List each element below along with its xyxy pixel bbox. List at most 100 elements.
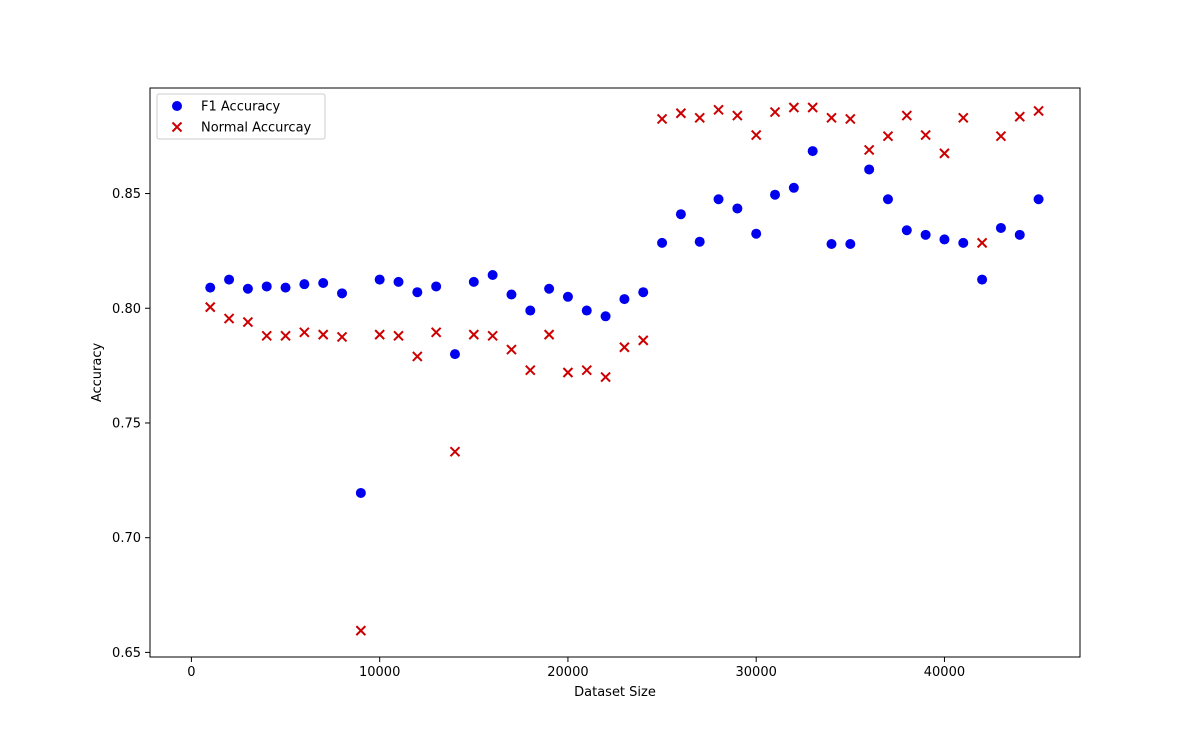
x-tick-label: 30000: [736, 665, 777, 680]
f1-accuracy-point: [958, 237, 969, 248]
normal-accuracy-point: [882, 130, 894, 142]
data-marks: [205, 102, 1044, 636]
f1-accuracy-point: [920, 229, 931, 240]
f1-accuracy-point: [770, 189, 781, 200]
f1-accuracy-point: [224, 274, 235, 285]
f1-accuracy-point: [506, 289, 517, 300]
normal-accuracy-point: [205, 301, 216, 313]
normal-accuracy-point: [336, 331, 348, 343]
f1-accuracy-point: [449, 349, 460, 360]
f1-accuracy-point: [355, 487, 366, 498]
f1-accuracy-point: [431, 281, 442, 292]
normal-accuracy-point: [845, 113, 856, 125]
normal-accuracy-point: [1033, 105, 1044, 117]
y-tick-label: 0.85: [112, 187, 141, 202]
y-tick-label: 0.80: [112, 302, 141, 317]
f1-accuracy-point: [788, 182, 799, 193]
legend-marker: [171, 121, 183, 133]
f1-accuracy-point: [487, 269, 498, 280]
normal-accuracy-point: [694, 112, 705, 124]
normal-accuracy-point: [675, 108, 687, 119]
normal-accuracy-point: [939, 148, 950, 159]
normal-accuracy-point: [242, 316, 254, 328]
normal-accuracy-point: [600, 371, 611, 383]
normal-accuracy-point: [487, 330, 498, 341]
f1-accuracy-point: [977, 274, 988, 285]
f1-accuracy-point: [638, 287, 649, 298]
normal-accuracy-point: [769, 106, 781, 118]
f1-accuracy-point: [280, 282, 291, 293]
normal-accuracy-point: [713, 104, 724, 116]
normal-accuracy-point: [788, 102, 800, 113]
x-tick-label: 10000: [359, 665, 400, 680]
normal-accuracy-point: [506, 344, 517, 355]
normal-accuracy-point: [261, 330, 272, 341]
f1-accuracy-point: [374, 274, 385, 285]
normal-accuracy-point: [280, 330, 291, 341]
f1-accuracy-point: [205, 282, 216, 293]
series-normal-accuracy: [205, 102, 1044, 636]
normal-accuracy-point: [901, 110, 913, 121]
f1-accuracy-point: [713, 194, 724, 205]
x-tick-label: 20000: [547, 665, 588, 680]
normal-accuracy-point: [920, 129, 931, 141]
f1-accuracy-point: [732, 203, 743, 214]
series-f1-accuracy: [205, 146, 1044, 498]
normal-accuracy-point: [449, 446, 461, 457]
x-tick-label: 0: [187, 665, 195, 680]
y-axis-label: Accuracy: [90, 343, 105, 403]
normal-accuracy-point: [299, 327, 310, 338]
f1-accuracy-point: [242, 283, 253, 294]
plot-area-frame: [149, 87, 1081, 658]
f1-accuracy-point: [995, 222, 1006, 233]
normal-accuracy-point: [995, 130, 1007, 142]
f1-accuracy-point: [412, 287, 423, 298]
f1-accuracy-point: [619, 294, 630, 305]
legend-label: F1 Accuracy: [201, 100, 281, 115]
legend-box: [156, 93, 326, 140]
normal-accuracy-point: [412, 351, 423, 362]
normal-accuracy-point: [958, 112, 969, 124]
normal-accuracy-point: [393, 330, 404, 341]
f1-accuracy-point: [562, 291, 573, 302]
f1-accuracy-point: [299, 279, 310, 290]
normal-accuracy-point: [732, 110, 743, 121]
f1-accuracy-point: [261, 281, 272, 292]
f1-accuracy-point: [525, 305, 536, 316]
f1-accuracy-point: [600, 311, 611, 322]
legend-label: Normal Accurcay: [201, 121, 312, 136]
f1-accuracy-point: [901, 225, 912, 236]
normal-accuracy-point: [807, 102, 818, 113]
f1-accuracy-point: [318, 278, 329, 289]
normal-accuracy-point: [863, 144, 875, 156]
normal-accuracy-point: [750, 129, 762, 141]
y-tick-label: 0.70: [112, 531, 141, 546]
y-tick-label: 0.75: [112, 416, 141, 431]
normal-accuracy-point: [638, 335, 649, 346]
f1-accuracy-point: [675, 209, 686, 220]
f1-accuracy-point: [468, 276, 479, 287]
f1-accuracy-point: [337, 288, 348, 299]
normal-accuracy-point: [581, 364, 592, 376]
f1-accuracy-point: [751, 228, 762, 239]
y-tick-label: 0.65: [112, 646, 141, 661]
f1-accuracy-point: [807, 146, 818, 157]
normal-accuracy-point: [1014, 111, 1025, 122]
f1-accuracy-point: [581, 305, 592, 316]
x-axis-ticks: 0 10000 20000 30000 40000: [187, 657, 965, 680]
normal-accuracy-point: [355, 625, 367, 636]
normal-accuracy-point: [976, 237, 988, 249]
normal-accuracy-point: [374, 329, 385, 340]
normal-accuracy-point: [826, 112, 837, 124]
f1-accuracy-point: [845, 239, 856, 250]
normal-accuracy-point: [223, 313, 235, 324]
f1-accuracy-point: [694, 236, 705, 247]
legend-marker: [172, 101, 182, 111]
f1-accuracy-point: [864, 164, 875, 175]
f1-accuracy-point: [544, 283, 555, 294]
f1-accuracy-point: [826, 239, 837, 250]
normal-accuracy-point: [468, 329, 480, 340]
f1-accuracy-point: [1014, 229, 1025, 240]
x-tick-label: 40000: [924, 665, 965, 680]
